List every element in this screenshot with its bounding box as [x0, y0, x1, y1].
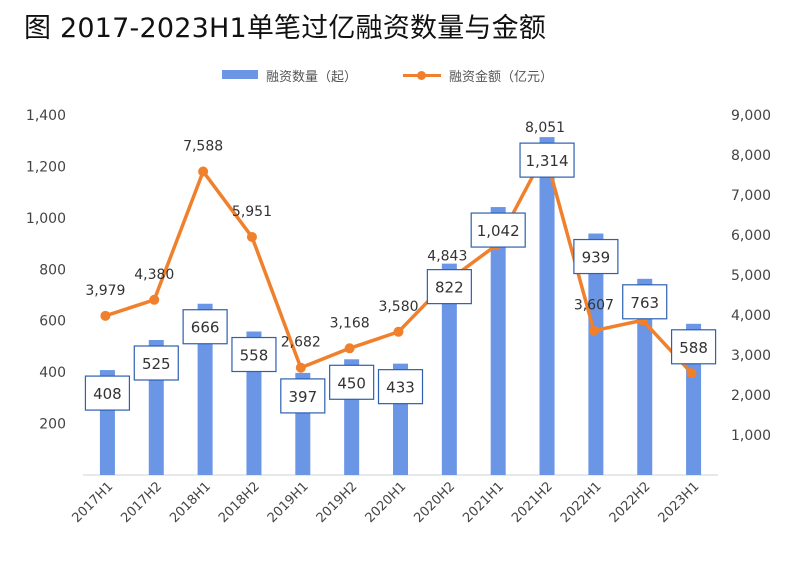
bar-data-label: 763 — [630, 294, 659, 312]
line-data-label: 4,380 — [134, 267, 174, 283]
bar-data-label-box — [426, 269, 472, 305]
left-axis-tick-label: 1,400 — [26, 108, 66, 124]
bar-data-label-box — [280, 378, 326, 414]
bar-data-label: 1,042 — [477, 222, 520, 240]
bar-data-label-box — [622, 284, 668, 320]
line-point — [686, 368, 697, 379]
bar-data-label-box — [573, 238, 619, 275]
left-axis-tick-label: 1,000 — [26, 211, 66, 227]
line-data-label: 5,951 — [232, 204, 272, 220]
bar-data-label-box — [519, 142, 575, 178]
right-axis-tick-label: 4,000 — [731, 308, 771, 324]
line-point — [198, 166, 209, 177]
bar-data-label: 525 — [142, 355, 171, 373]
line-data-label: 7,588 — [183, 138, 223, 154]
bar — [588, 233, 604, 475]
line-point — [246, 231, 257, 242]
line-data-label: 3,607 — [574, 298, 614, 314]
chart-title: 图 2017-2023H1单笔过亿融资数量与金额 — [24, 13, 547, 44]
line-point — [344, 343, 355, 354]
line-data-label: 3,580 — [378, 299, 418, 315]
line-point — [295, 362, 306, 373]
line-point — [100, 310, 111, 321]
x-axis-tick-label: 2021H1 — [460, 479, 507, 526]
bar-data-label-box — [231, 336, 277, 373]
legend-bar-swatch — [222, 70, 258, 79]
bar — [441, 263, 457, 475]
x-axis-tick-label: 2018H1 — [167, 479, 214, 526]
bar-data-label: 558 — [240, 347, 269, 365]
legend-dot-swatch — [417, 71, 426, 80]
line-point — [149, 294, 160, 305]
bar-data-label: 588 — [679, 339, 708, 357]
right-axis-tick-label: 5,000 — [731, 268, 771, 284]
bar-data-label-box — [377, 369, 424, 405]
left-axis-tick-label: 400 — [39, 365, 66, 381]
right-axis-tick-label: 3,000 — [731, 348, 771, 364]
legend-label-count: 融资数量（起） — [266, 70, 358, 85]
bar-data-label: 450 — [337, 374, 366, 392]
bar — [490, 207, 506, 476]
bar-data-label-box — [133, 345, 179, 381]
line-data-label: 3,168 — [330, 315, 370, 331]
right-axis-tick-label: 2,000 — [731, 388, 771, 404]
x-axis-tick-label: 2021H2 — [509, 479, 556, 526]
x-axis-tick-label: 2020H2 — [411, 479, 458, 526]
x-axis-tick-label: 2017H2 — [118, 479, 165, 526]
bar-data-label: 408 — [93, 385, 122, 403]
line-point — [588, 325, 599, 336]
right-axis-tick-label: 7,000 — [731, 188, 771, 204]
right-axis-tick-label: 6,000 — [731, 228, 771, 244]
bar-data-label-box — [84, 375, 131, 411]
left-axis-tick-label: 800 — [39, 262, 66, 278]
bar-data-label-box — [182, 309, 228, 345]
x-axis-tick-label: 2022H1 — [558, 479, 605, 526]
bar-data-label: 1,314 — [526, 152, 569, 170]
bar — [539, 137, 555, 475]
x-axis-tick-label: 2020H1 — [363, 479, 410, 526]
line-data-label: 3,979 — [85, 283, 125, 299]
left-axis-tick-label: 600 — [39, 314, 66, 330]
line-data-label: 4,843 — [427, 248, 467, 264]
bar-data-label: 666 — [191, 319, 220, 337]
x-axis-tick-label: 2019H2 — [314, 479, 361, 526]
line-point — [393, 326, 404, 337]
bar-data-label: 822 — [435, 279, 464, 297]
bar — [197, 303, 213, 475]
right-axis-tick-label: 8,000 — [731, 148, 771, 164]
x-axis-tick-label: 2019H1 — [265, 479, 312, 526]
left-axis-tick-label: 1,200 — [26, 159, 66, 175]
left-axis-tick-label: 200 — [39, 417, 66, 433]
x-axis-tick-label: 2018H2 — [216, 479, 263, 526]
x-axis-tick-label: 2017H1 — [69, 479, 116, 526]
x-axis-tick-label: 2022H2 — [607, 479, 654, 526]
line-data-label: 8,051 — [525, 120, 565, 136]
bar-data-label: 433 — [386, 379, 415, 397]
x-axis-tick-label: 2023H1 — [656, 479, 703, 526]
right-axis-tick-label: 1,000 — [731, 428, 771, 444]
bar-data-label-box — [670, 329, 717, 365]
legend: 融资数量（起） 融资金额（亿元） — [0, 66, 798, 86]
legend-label-amount: 融资金额（亿元） — [449, 70, 554, 85]
bar-data-label-box — [329, 364, 375, 400]
bar-data-label: 397 — [288, 388, 317, 406]
bar-data-label: 939 — [582, 249, 611, 267]
bar-data-label-box — [470, 212, 526, 248]
line-data-label: 2,682 — [281, 335, 321, 351]
right-axis-tick-label: 9,000 — [731, 108, 771, 124]
